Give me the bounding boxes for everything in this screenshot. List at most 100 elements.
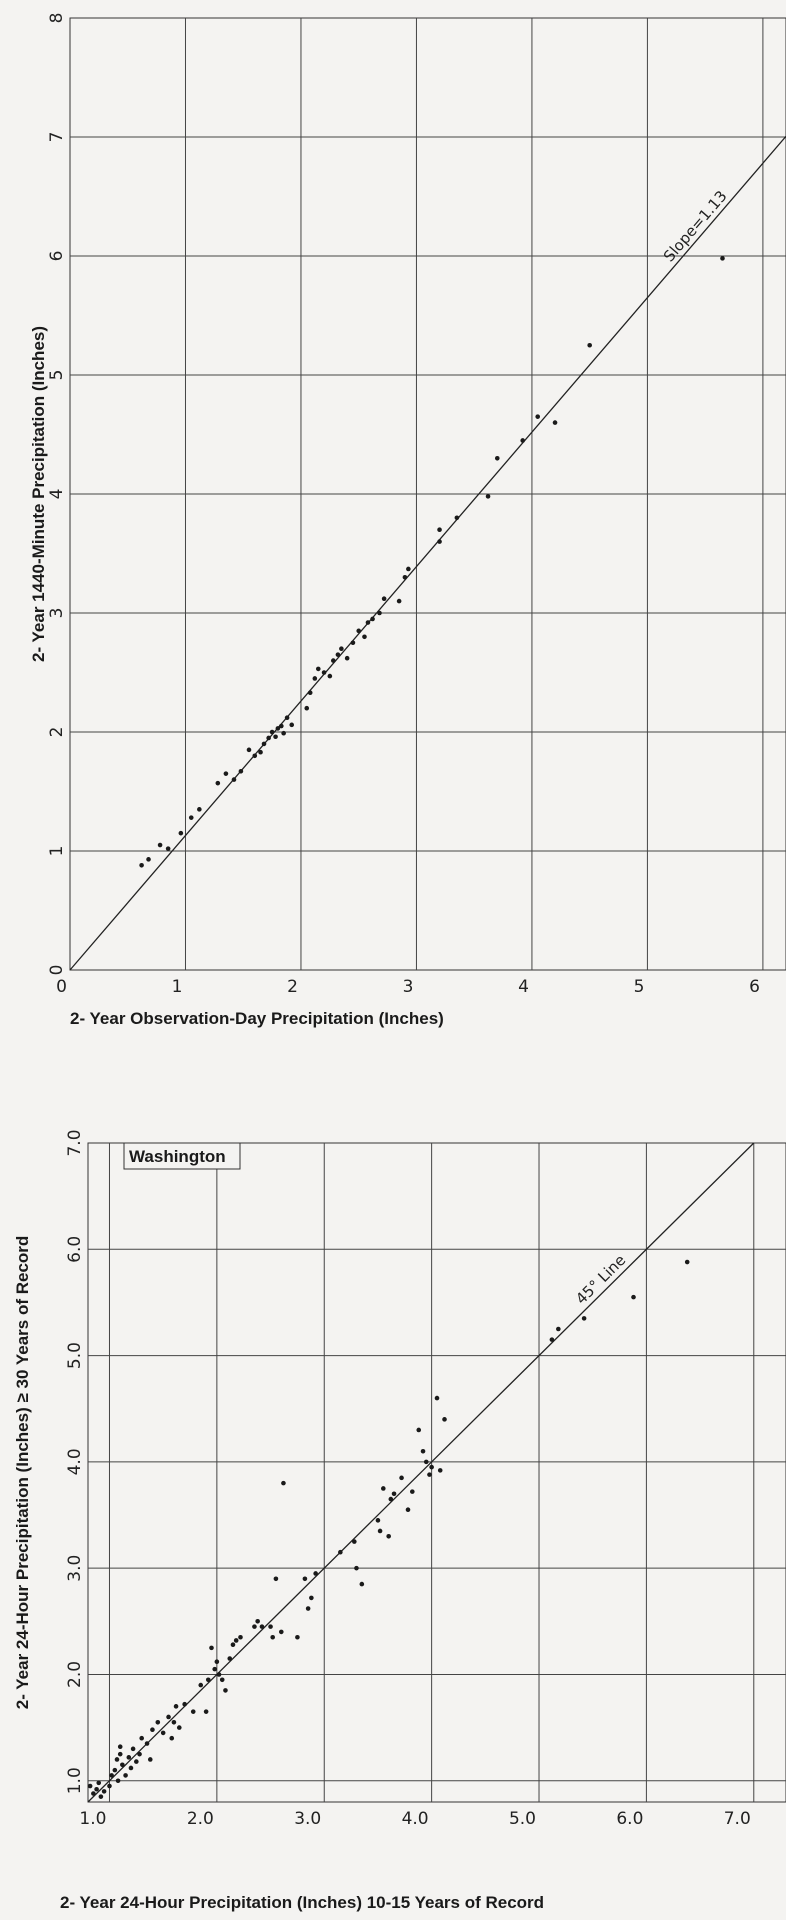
- data-point: [406, 566, 411, 572]
- data-point: [520, 438, 525, 443]
- data-point: [684, 1259, 690, 1265]
- data-point: [278, 1629, 284, 1635]
- data-point: [150, 1727, 155, 1733]
- y-tick-labels: 0 1 2 3 4 5 6 7 8: [47, 13, 67, 976]
- data-point: [258, 749, 263, 755]
- data-point: [273, 1576, 279, 1582]
- data-point: [203, 1709, 209, 1714]
- data-point: [281, 730, 286, 736]
- data-point: [126, 1755, 132, 1760]
- data-point: [356, 628, 362, 634]
- data-point: [327, 673, 333, 679]
- x-tick-label: 4.0: [402, 1809, 429, 1829]
- x-tick-label: 3.0: [294, 1809, 321, 1829]
- data-point: [146, 857, 151, 862]
- data-point: [252, 1624, 257, 1629]
- y-tick-label: 1: [47, 846, 67, 857]
- data-point: [117, 1751, 123, 1757]
- chart-washington: 1.0 2.0 3.0 4.0 5.0 6.0 7.0 1.0 2.0 3.0 4.0 5.0 6.0…: [13, 1129, 786, 1912]
- data-point: [139, 1735, 144, 1741]
- data-point: [128, 1765, 134, 1771]
- data-point: [270, 1634, 276, 1640]
- data-point: [556, 1326, 561, 1332]
- data-point: [130, 1746, 136, 1752]
- chart-observation-day: 0 1 2 3 4 5 6 7 8 0 1 2 3 4 5 6 2- Year Observation-Da…: [29, 13, 786, 1028]
- x-tick-label: 5: [634, 977, 645, 997]
- y-tick-label: 7.0: [65, 1129, 85, 1156]
- data-point: [182, 1701, 187, 1707]
- data-point: [552, 420, 558, 425]
- data-point: [396, 598, 402, 604]
- data-point: [101, 1789, 107, 1794]
- data-point: [155, 1719, 161, 1725]
- y-tick-label: 8: [47, 13, 67, 24]
- data-point: [437, 539, 442, 544]
- data-point: [549, 1337, 555, 1342]
- reference-line-label: Slope=1.13: [660, 187, 731, 265]
- data-point: [304, 705, 310, 711]
- y-tick-label: 2: [47, 727, 67, 738]
- data-point: [114, 1757, 120, 1762]
- y-tick-label: 2.0: [65, 1661, 85, 1688]
- data-point: [259, 1624, 265, 1629]
- data-point: [223, 1688, 228, 1693]
- data-point: [284, 715, 290, 721]
- data-point: [227, 1656, 233, 1661]
- data-point: [197, 807, 202, 812]
- data-point: [205, 1677, 211, 1683]
- x-tick-label: 6: [749, 977, 760, 997]
- reference-line-segment: [69, 135, 786, 971]
- reference-line-label: 45° Line: [572, 1251, 629, 1308]
- data-point: [137, 1751, 142, 1757]
- data-point: [107, 1783, 112, 1789]
- x-axis-label: 2- Year Observation-Day Precipitation (I…: [70, 1009, 444, 1028]
- y-tick-label: 1.0: [65, 1767, 85, 1794]
- data-point: [405, 1507, 411, 1513]
- data-point: [535, 414, 541, 419]
- data-point: [313, 1571, 318, 1576]
- data-point: [169, 1735, 175, 1741]
- data-point: [429, 1464, 434, 1470]
- data-point: [312, 676, 318, 681]
- data-point: [365, 620, 371, 625]
- y-tick-label: 3.0: [65, 1555, 85, 1582]
- data-point: [410, 1489, 415, 1494]
- data-point: [352, 1539, 357, 1544]
- data-points: [139, 256, 725, 868]
- data-point: [209, 1645, 214, 1651]
- data-point: [386, 1533, 391, 1539]
- data-point: [188, 815, 194, 820]
- x-tick-label: 4: [518, 977, 529, 997]
- data-point: [219, 1677, 225, 1683]
- data-point: [307, 690, 313, 696]
- data-point: [391, 1491, 397, 1497]
- data-point: [388, 1496, 394, 1502]
- data-point: [139, 862, 144, 868]
- data-point: [305, 1606, 311, 1611]
- x-tick-labels: 1.0 2.0 3.0 4.0 5.0 6.0 7.0: [79, 1809, 750, 1829]
- reference-line: [87, 1142, 755, 1803]
- reference-line: [69, 135, 786, 971]
- data-point: [230, 1642, 236, 1647]
- data-point: [454, 515, 460, 521]
- y-tick-labels: 1.0 2.0 3.0 4.0 5.0 6.0 7.0: [65, 1129, 85, 1794]
- data-point: [96, 1780, 102, 1786]
- data-point: [238, 768, 244, 774]
- data-point: [212, 1666, 218, 1672]
- data-point: [266, 735, 271, 741]
- panel-title: Washington: [129, 1147, 226, 1166]
- data-point: [147, 1757, 153, 1762]
- data-point: [252, 753, 258, 759]
- data-point: [255, 1619, 260, 1624]
- data-point: [427, 1472, 432, 1477]
- data-point: [268, 1624, 273, 1629]
- data-point: [354, 1565, 359, 1571]
- data-point: [166, 1714, 171, 1720]
- data-point: [216, 1672, 222, 1677]
- data-point: [321, 670, 327, 675]
- data-point: [123, 1773, 128, 1778]
- data-point: [109, 1773, 114, 1778]
- y-tick-label: 3: [47, 608, 67, 619]
- x-tick-label: 2.0: [187, 1809, 214, 1829]
